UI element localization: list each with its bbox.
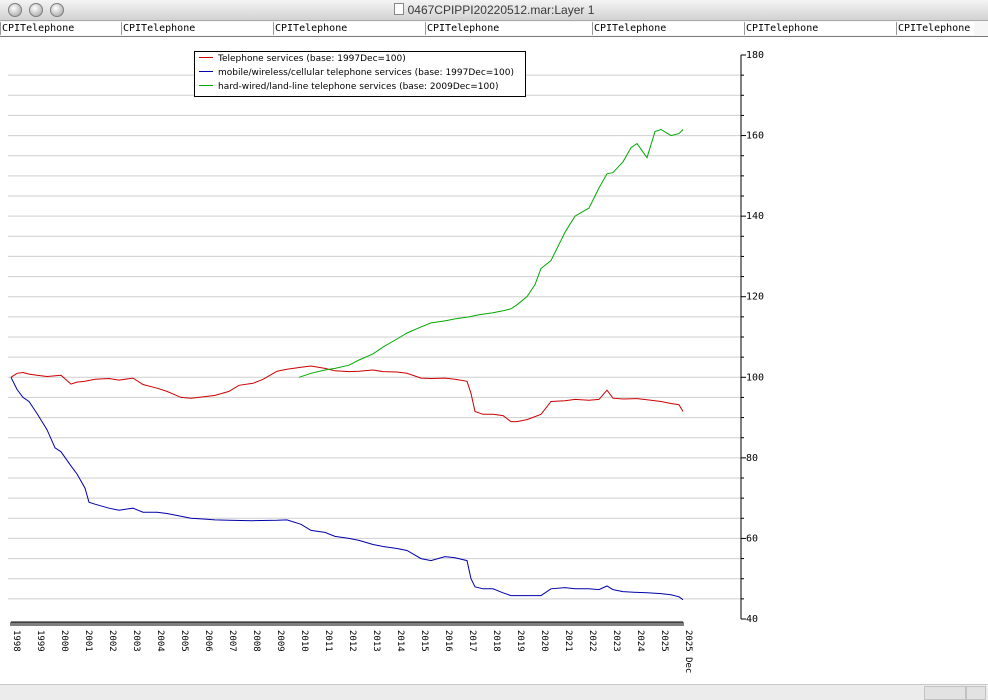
- window-title-text: 0467CPIPPI20220512.mar:Layer 1: [407, 3, 595, 17]
- legend-swatch-red: [199, 57, 213, 58]
- x-tick-label: 2014: [395, 630, 405, 652]
- x-tick-label: 2008: [251, 630, 261, 652]
- x-tick-label: 2025: [659, 630, 669, 652]
- x-tick-label: 2009: [275, 630, 285, 652]
- tab-cpitelephone-3[interactable]: CPITelephone: [273, 22, 425, 35]
- y-axis: 40 60 80 100 120 140 160 180: [740, 50, 764, 625]
- window-title: 0467CPIPPI20220512.mar:Layer 1: [0, 3, 988, 17]
- y-tick-label: 80: [746, 453, 758, 464]
- y-tick-label: 140: [746, 211, 764, 222]
- legend-label-mobile-services: mobile/wireless/cellular telephone servi…: [218, 68, 514, 78]
- x-tick-label: 1999: [35, 630, 45, 652]
- y-tick-label: 180: [746, 50, 764, 61]
- series-line-1: [10, 365, 684, 423]
- status-box: [924, 686, 966, 700]
- x-tick-label: 2011: [323, 630, 333, 652]
- y-tick-label: 120: [746, 292, 764, 303]
- x-tick-label: 2006: [203, 630, 213, 652]
- x-tick-label: 2019: [515, 630, 525, 652]
- grid-lines: [8, 74, 741, 600]
- tab-cpitelephone-6[interactable]: CPITelephone: [744, 22, 896, 35]
- x-tick-label: 2024: [635, 630, 645, 652]
- x-tick-label: 2004: [155, 630, 165, 652]
- chart-legend: Telephone services (base: 1997Dec=100) m…: [194, 51, 526, 97]
- series-lines: [10, 128, 684, 601]
- resize-grip[interactable]: [966, 686, 986, 700]
- series-line-3: [298, 128, 684, 378]
- x-tick-label: 2022: [587, 630, 597, 652]
- x-tick-label: 2013: [371, 630, 381, 652]
- x-tick-label: 2015: [419, 630, 429, 652]
- tab-cpitelephone-5[interactable]: CPITelephone: [592, 22, 744, 35]
- tab-cpitelephone-4[interactable]: CPITelephone: [425, 22, 592, 35]
- tab-cpitelephone-7[interactable]: CPITelephone: [896, 22, 974, 35]
- plot-panel: 40 60 80 100 120 140 160 180 1998 1999 2000 2001 20…: [0, 37, 988, 684]
- x-tick-label: 2023: [611, 630, 621, 652]
- x-tick-label: 2000: [59, 630, 69, 652]
- status-bar: [0, 684, 988, 700]
- x-tick-label: 2020: [539, 630, 549, 652]
- series-line-2: [10, 377, 684, 601]
- y-tick-label: 60: [746, 533, 758, 544]
- x-tick-label: 2005: [179, 630, 189, 652]
- y-tick-label: 40: [746, 614, 758, 625]
- tab-cpitelephone-1[interactable]: CPITelephone: [0, 22, 121, 35]
- legend-item-telephone-services: Telephone services (base: 1997Dec=100): [199, 53, 406, 66]
- x-tick-label: 2025 Dec: [683, 630, 693, 673]
- x-axis: 1998 1999 2000 2001 2002 2003 2004 2005 2006 2007…: [10, 621, 693, 673]
- minimize-window-icon[interactable]: [29, 3, 43, 17]
- x-tick-label: 2010: [299, 630, 309, 652]
- x-tick-label: 1998: [11, 630, 21, 652]
- x-tick-label: 2016: [443, 630, 453, 652]
- x-tick-label: 2003: [131, 630, 141, 652]
- x-tick-label: 2007: [227, 630, 237, 652]
- y-tick-label: 160: [746, 131, 764, 142]
- legend-swatch-blue: [199, 71, 213, 72]
- x-tick-label: 2001: [83, 630, 93, 652]
- legend-item-landline-services: hard-wired/land-line telephone services …: [199, 81, 498, 94]
- legend-item-mobile-services: mobile/wireless/cellular telephone servi…: [199, 67, 514, 80]
- y-tick-label: 100: [746, 372, 764, 383]
- tab-cpitelephone-2[interactable]: CPITelephone: [121, 22, 273, 35]
- close-window-icon[interactable]: [8, 3, 22, 17]
- document-icon: [393, 3, 404, 15]
- x-tick-label: 2017: [467, 630, 477, 652]
- x-tick-label: 2002: [107, 630, 117, 652]
- window-titlebar: 0467CPIPPI20220512.mar:Layer 1: [0, 0, 988, 21]
- x-tick-label: 2018: [491, 630, 501, 652]
- legend-swatch-green: [199, 85, 213, 86]
- x-tick-label: 2021: [563, 630, 573, 652]
- tab-bar: CPITelephone CPITelephone CPITelephone C…: [0, 21, 988, 37]
- legend-label-landline-services: hard-wired/land-line telephone services …: [218, 82, 499, 92]
- legend-label-telephone-services: Telephone services (base: 1997Dec=100): [218, 54, 406, 64]
- line-chart: 40 60 80 100 120 140 160 180 1998 1999 2000 2001 20…: [8, 50, 764, 673]
- x-tick-label: 2012: [347, 630, 357, 652]
- zoom-window-icon[interactable]: [50, 3, 64, 17]
